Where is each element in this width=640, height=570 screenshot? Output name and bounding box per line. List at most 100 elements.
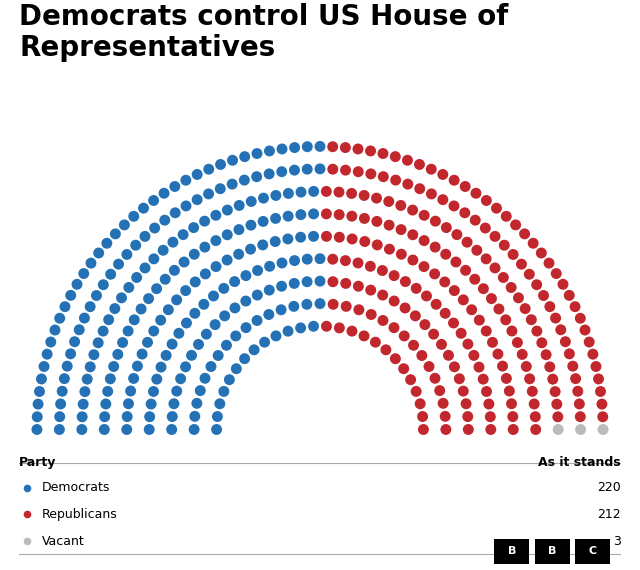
Point bbox=[169, 399, 179, 408]
Text: As it stands: As it stands bbox=[538, 456, 621, 469]
Point bbox=[175, 374, 186, 383]
Point bbox=[467, 305, 477, 314]
Point bbox=[82, 374, 92, 384]
Point bbox=[532, 280, 542, 289]
Point bbox=[419, 425, 429, 434]
Point bbox=[359, 191, 369, 200]
Point bbox=[441, 223, 451, 232]
Point bbox=[230, 331, 241, 340]
Point bbox=[426, 189, 436, 198]
Point bbox=[283, 234, 293, 243]
Point bbox=[158, 246, 168, 255]
Point bbox=[548, 374, 558, 384]
Point bbox=[308, 209, 319, 218]
Point bbox=[315, 254, 325, 263]
Point bbox=[137, 349, 147, 359]
Point bbox=[181, 201, 191, 210]
Point bbox=[32, 412, 42, 421]
Point bbox=[451, 258, 461, 267]
Point bbox=[400, 303, 410, 312]
Point bbox=[403, 156, 413, 165]
Point bbox=[224, 375, 234, 384]
Point bbox=[406, 375, 416, 384]
Point bbox=[113, 350, 123, 359]
Text: Democrats: Democrats bbox=[42, 481, 111, 494]
Point bbox=[340, 279, 351, 288]
Point bbox=[152, 284, 162, 293]
Point bbox=[159, 189, 169, 198]
Point bbox=[498, 273, 508, 282]
Point bbox=[431, 300, 442, 309]
Point bbox=[588, 349, 598, 359]
Point bbox=[341, 302, 351, 311]
Point bbox=[371, 337, 381, 347]
Point bbox=[381, 345, 391, 355]
Point bbox=[524, 270, 534, 279]
Point bbox=[276, 167, 287, 176]
Point bbox=[449, 176, 460, 185]
FancyBboxPatch shape bbox=[495, 539, 529, 564]
Point bbox=[390, 152, 401, 161]
Point bbox=[411, 284, 421, 293]
Point bbox=[85, 363, 95, 372]
Point bbox=[204, 189, 214, 198]
Text: Vacant: Vacant bbox=[42, 535, 85, 548]
Point bbox=[468, 351, 479, 360]
Point bbox=[36, 374, 47, 384]
Point bbox=[181, 319, 191, 328]
Point bbox=[372, 241, 382, 250]
Point bbox=[449, 286, 460, 295]
Point bbox=[575, 314, 586, 323]
Point bbox=[545, 302, 555, 311]
Point bbox=[234, 201, 244, 210]
Point bbox=[438, 195, 448, 204]
Point bbox=[113, 259, 124, 268]
Point bbox=[400, 277, 410, 286]
Point bbox=[411, 387, 421, 396]
Point bbox=[271, 191, 281, 200]
Point bbox=[150, 223, 160, 233]
Point bbox=[227, 156, 237, 165]
Point bbox=[93, 249, 104, 258]
Text: C: C bbox=[589, 547, 596, 556]
Point bbox=[60, 374, 70, 383]
Point bbox=[354, 305, 364, 314]
Point bbox=[377, 266, 387, 275]
Point bbox=[189, 250, 200, 259]
FancyBboxPatch shape bbox=[535, 539, 570, 564]
Point bbox=[222, 230, 232, 239]
Point bbox=[321, 232, 332, 241]
Point bbox=[575, 412, 586, 421]
Point bbox=[334, 233, 344, 242]
Point bbox=[200, 270, 211, 279]
Point bbox=[315, 142, 325, 151]
Point bbox=[383, 197, 394, 206]
Point bbox=[560, 337, 570, 346]
Point bbox=[54, 412, 65, 421]
Point bbox=[234, 225, 244, 234]
Point bbox=[506, 399, 516, 408]
Point bbox=[246, 197, 257, 206]
Point bbox=[148, 196, 159, 205]
Point bbox=[145, 412, 155, 421]
Point bbox=[79, 269, 89, 278]
Point bbox=[122, 250, 132, 259]
Text: 3: 3 bbox=[613, 535, 621, 548]
Point bbox=[512, 338, 522, 347]
Point bbox=[378, 172, 388, 181]
Point bbox=[131, 241, 141, 250]
Point bbox=[156, 363, 166, 372]
Point bbox=[167, 412, 177, 421]
Point bbox=[544, 259, 554, 268]
Point bbox=[219, 284, 229, 293]
Point bbox=[438, 399, 448, 408]
Point bbox=[276, 282, 287, 291]
Point bbox=[189, 412, 200, 421]
Point bbox=[201, 329, 211, 339]
Point bbox=[458, 386, 468, 396]
Point bbox=[553, 412, 563, 421]
Point bbox=[72, 280, 82, 289]
Point bbox=[486, 425, 496, 434]
Point bbox=[441, 425, 451, 434]
Point bbox=[289, 279, 300, 288]
